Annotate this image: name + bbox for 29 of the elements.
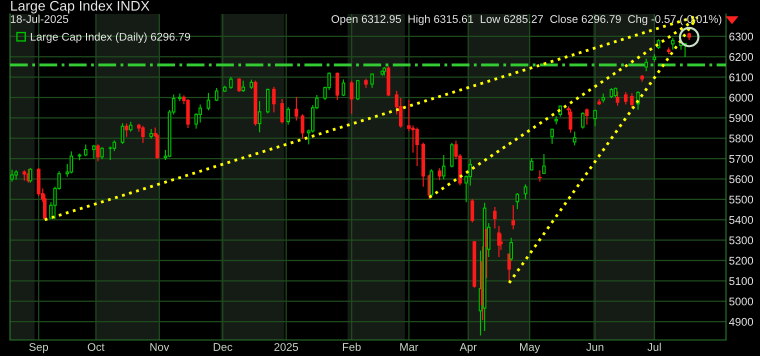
y-tick-label: 6000 (729, 94, 754, 102)
y-tick-label: 5100 (729, 277, 754, 286)
x-tick-label: Nov (150, 343, 170, 351)
y-tick-label: 5000 (729, 298, 754, 306)
x-tick-label: Jun (586, 343, 604, 351)
y-tick-label: 5300 (729, 236, 754, 244)
x-tick-label: Jul (647, 342, 661, 351)
y-tick-label: 5900 (729, 114, 754, 122)
y-tick-label: 6200 (729, 53, 754, 61)
x-tick-label: May (520, 343, 540, 354)
x-tick-label: Apr (460, 343, 477, 354)
y-tick-label: 5700 (729, 154, 754, 163)
x-tick-label: Oct (88, 343, 104, 351)
y-tick-label: 6300 (729, 32, 754, 41)
y-tick-label: 5500 (729, 196, 754, 204)
y-tick-label: 5400 (729, 216, 754, 224)
x-tick-label: Feb (342, 342, 361, 351)
x-tick-label: 2025 (274, 343, 298, 351)
y-tick-label: 4900 (729, 318, 754, 326)
y-tick-label: 5200 (729, 256, 754, 265)
x-tick-label: Mar (400, 343, 418, 351)
legend-label: Large Cap Index (Daily) 6296.79 (30, 32, 190, 43)
y-tick-label: 5600 (729, 175, 754, 184)
y-tick-label: 6100 (729, 73, 754, 82)
y-tick-label: 5800 (729, 134, 754, 142)
chart-title: Large Cap Index INDX (11, 0, 150, 14)
chart-subtitle: 18-Jul-2025 (10, 14, 68, 23)
x-tick-label: Sep (29, 343, 48, 354)
x-tick-label: Dec (214, 343, 232, 351)
